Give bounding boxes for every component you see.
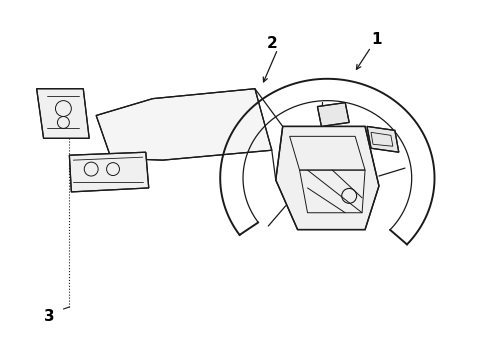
Polygon shape — [37, 89, 89, 138]
Polygon shape — [96, 89, 272, 160]
Polygon shape — [367, 126, 399, 152]
Text: 1: 1 — [372, 32, 382, 46]
Text: 3: 3 — [44, 310, 55, 324]
Text: 2: 2 — [267, 36, 277, 50]
Polygon shape — [70, 152, 149, 192]
Polygon shape — [276, 126, 379, 230]
Polygon shape — [318, 103, 349, 126]
